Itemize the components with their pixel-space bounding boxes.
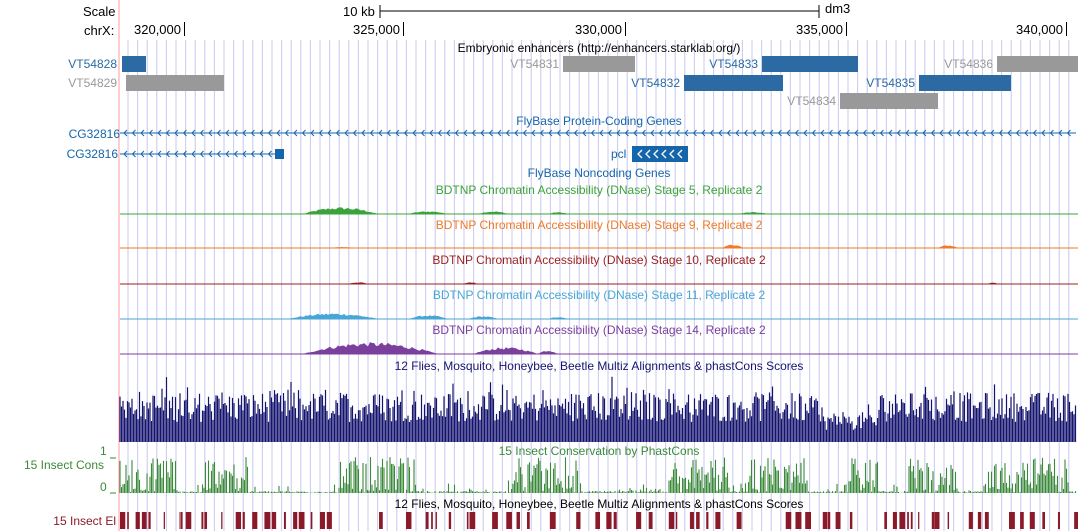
enhancer-label[interactable]: VT54834 xyxy=(787,94,836,108)
enhancer-label[interactable]: VT54832 xyxy=(631,76,680,90)
dnase-stage9-title[interactable]: BDTNP Chromatin Accessibility (DNase) St… xyxy=(435,218,763,232)
dnase-stage10-title[interactable]: BDTNP Chromatin Accessibility (DNase) St… xyxy=(432,253,766,267)
enhancer-label[interactable]: VT54831 xyxy=(510,57,559,71)
ruler-tick-label: 330,000 xyxy=(575,22,622,37)
elements-left-label[interactable]: 15 Insect El xyxy=(53,514,116,528)
enhancer-label[interactable]: VT54828 xyxy=(68,57,117,71)
enhancer-feature[interactable] xyxy=(684,75,783,91)
ruler-tick-label: 335,000 xyxy=(796,22,843,37)
ruler-tick-mark xyxy=(846,22,847,36)
dnase-stage14-title[interactable]: BDTNP Chromatin Accessibility (DNase) St… xyxy=(432,323,766,337)
ruler-tick-mark xyxy=(625,22,626,36)
dnase-signal-tracks[interactable] xyxy=(118,190,1078,360)
conserved-elements-track[interactable] xyxy=(118,512,1078,529)
enhancer-feature[interactable] xyxy=(563,56,635,72)
enhancer-feature[interactable] xyxy=(840,93,938,109)
dnase-stage11-title[interactable]: BDTNP Chromatin Accessibility (DNase) St… xyxy=(432,288,766,302)
ruler-tick-label: 325,000 xyxy=(353,22,400,37)
phastcons-track-title[interactable]: 15 Insect Conservation by PhastCons xyxy=(498,444,700,458)
assembly-label: dm3 xyxy=(825,1,851,16)
scale-label: Scale xyxy=(83,4,116,19)
phastcons-ymax: 1 xyxy=(100,444,107,458)
scale-bar xyxy=(379,5,820,18)
scale-bar-label: 10 kb xyxy=(343,4,375,19)
noncoding-track-title[interactable]: FlyBase Noncoding Genes xyxy=(527,166,671,180)
noncoding-gene-label[interactable]: pcl xyxy=(611,147,627,161)
gene-label-2[interactable]: CG32816 xyxy=(66,147,118,161)
multiz-conservation-plot[interactable] xyxy=(118,372,1078,442)
enhancer-feature[interactable] xyxy=(762,56,858,72)
enhancer-feature[interactable] xyxy=(122,56,146,72)
enhancer-track-title[interactable]: Embryonic enhancers (http://enhancers.st… xyxy=(457,41,741,55)
elements-track-title[interactable]: 12 Flies, Mosquito, Honeybee, Beetle Mul… xyxy=(394,497,804,511)
phastcons-ymin: 0 xyxy=(100,480,107,494)
enhancer-label[interactable]: VT54829 xyxy=(68,76,117,90)
phastcons-left-label[interactable]: 15 Insect Cons xyxy=(23,458,104,472)
gene-track-title[interactable]: FlyBase Protein-Coding Genes xyxy=(516,114,682,128)
enhancer-feature[interactable] xyxy=(126,75,224,91)
dnase-stage5-title[interactable]: BDTNP Chromatin Accessibility (DNase) St… xyxy=(435,183,763,197)
ruler-tick-mark xyxy=(403,22,404,36)
enhancer-label[interactable]: VT54835 xyxy=(866,76,915,90)
ruler-tick-label: 320,000 xyxy=(134,22,181,37)
ruler-tick-mark xyxy=(184,22,185,36)
gene-label-1[interactable]: CG32816 xyxy=(68,127,120,141)
ruler-tick-mark xyxy=(1066,22,1067,36)
gene-models[interactable] xyxy=(118,126,1078,162)
ruler-tick-label: 340,000 xyxy=(1016,22,1063,37)
multiz-track-title[interactable]: 12 Flies, Mosquito, Honeybee, Beetle Mul… xyxy=(394,359,804,373)
chrom-label: chrX: xyxy=(84,23,115,38)
enhancer-label[interactable]: VT54833 xyxy=(709,57,758,71)
phastcons-plot[interactable] xyxy=(108,452,1078,496)
enhancer-feature[interactable] xyxy=(919,75,1011,91)
enhancer-label[interactable]: VT54836 xyxy=(944,57,993,71)
enhancer-feature[interactable] xyxy=(997,56,1078,72)
